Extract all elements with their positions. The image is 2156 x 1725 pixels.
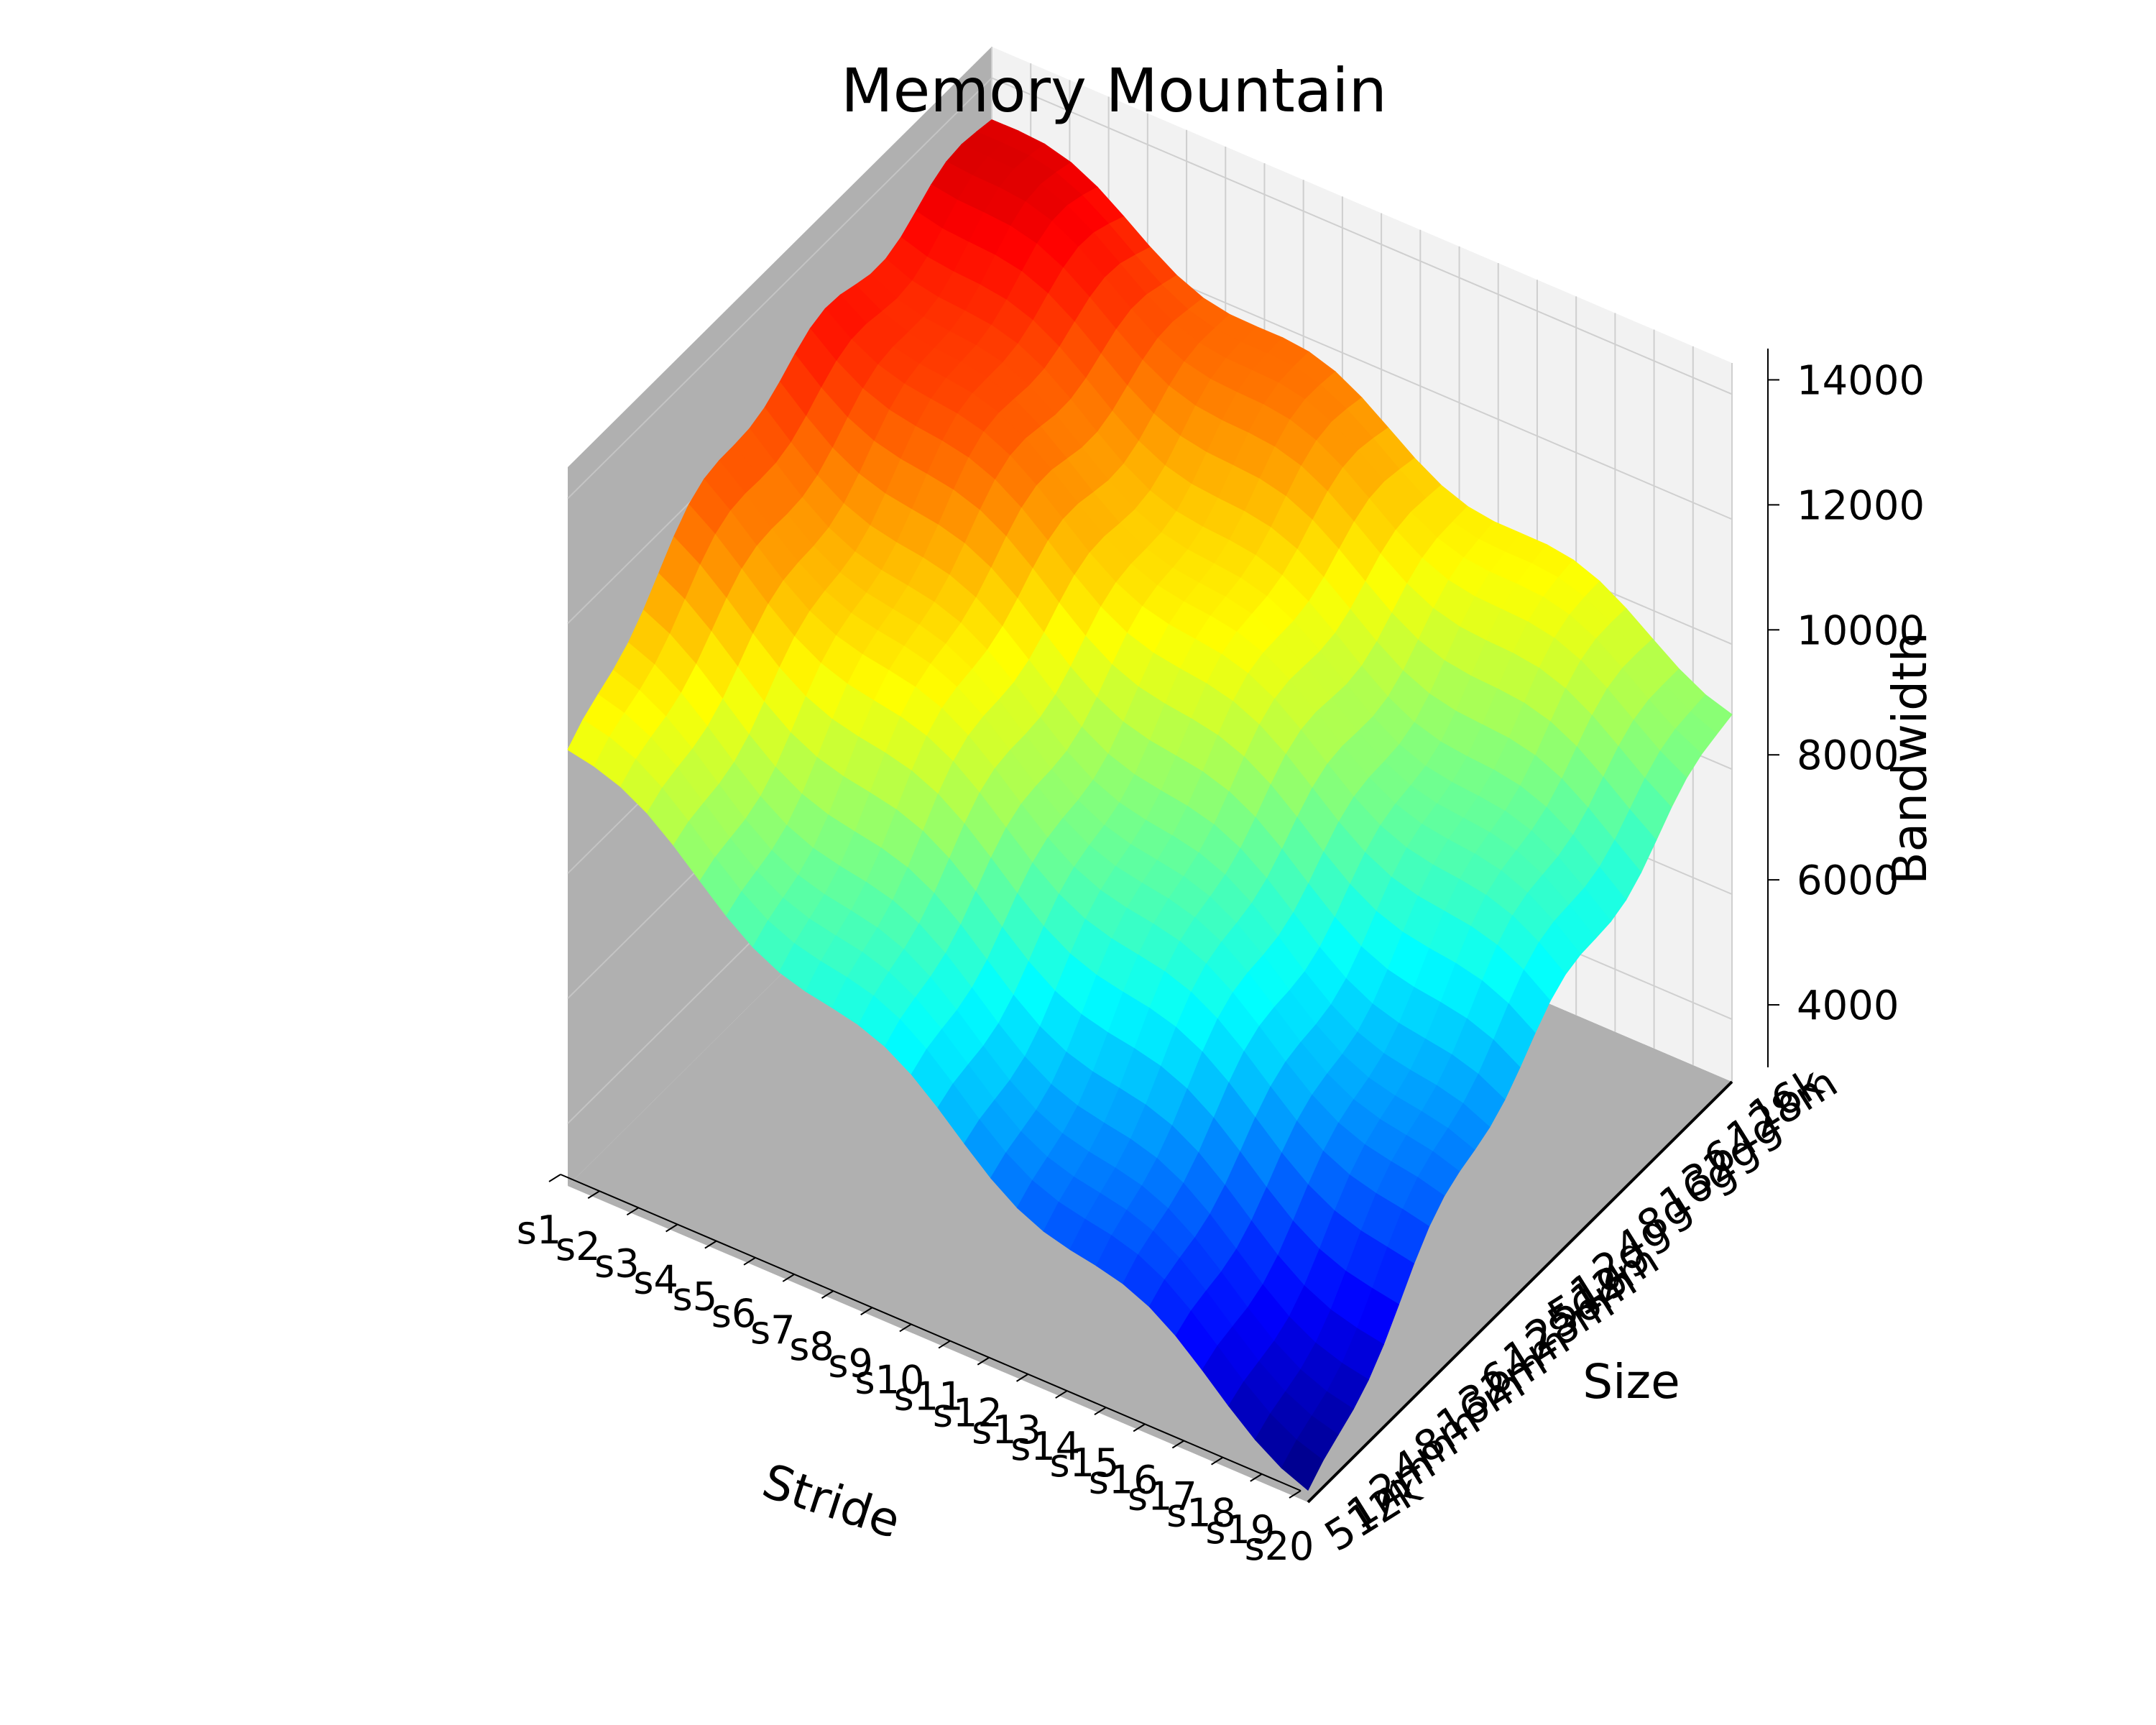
surface-patch — [1281, 1439, 1324, 1491]
x-tick-mark — [860, 1307, 873, 1316]
x-tick-mark — [821, 1290, 834, 1299]
x-tick-mark — [938, 1340, 951, 1349]
x-tick-label: s16 — [1089, 1457, 1158, 1502]
x-tick-mark — [1055, 1390, 1068, 1399]
x-tick-label: s9 — [828, 1340, 873, 1386]
tick-labels: s1s2s3s4s5s6s7s8s9s10s11s12s13s14s15s16s… — [517, 357, 1925, 1569]
x-tick-label: s7 — [750, 1307, 796, 1353]
x-tick-label: s14 — [1010, 1424, 1080, 1469]
x-tick-label: s11 — [894, 1374, 964, 1420]
x-tick-mark — [704, 1240, 717, 1249]
x-tick-label: s15 — [1050, 1440, 1120, 1486]
x-tick-label: s13 — [972, 1407, 1041, 1453]
x-tick-label: s18 — [1166, 1491, 1236, 1536]
z-tick-label: 8000 — [1797, 732, 1899, 779]
x-tick-label: s2 — [556, 1224, 601, 1269]
x-tick-mark — [1171, 1440, 1184, 1449]
x-tick-mark — [587, 1190, 600, 1200]
surface-mesh — [567, 119, 1733, 1491]
x-tick-label: s12 — [933, 1391, 1003, 1436]
x-tick-mark — [899, 1323, 912, 1333]
z-tick-label: 12000 — [1797, 482, 1925, 529]
z-tick-label: 4000 — [1797, 983, 1899, 1029]
x-tick-label: s6 — [711, 1291, 757, 1336]
x-tick-mark — [1211, 1456, 1224, 1466]
x-tick-mark — [1015, 1374, 1029, 1382]
x-tick-label: s20 — [1245, 1524, 1314, 1569]
axis-lines — [560, 349, 1769, 1504]
chart-title: Memory Mountain — [841, 55, 1387, 126]
x-tick-mark — [1094, 1407, 1107, 1416]
x-tick-mark — [665, 1223, 678, 1233]
z-tick-label: 10000 — [1797, 607, 1925, 654]
x-tick-label: s1 — [517, 1208, 562, 1253]
x-tick-label: s4 — [633, 1257, 678, 1302]
z-tick-label: 6000 — [1797, 857, 1899, 904]
x-tick-mark — [1133, 1423, 1146, 1432]
x-axis-line — [560, 1174, 1302, 1491]
x-tick-label: s17 — [1128, 1474, 1197, 1519]
x-tick-label: s3 — [594, 1241, 640, 1286]
x-tick-label: s8 — [789, 1324, 834, 1369]
grid-line — [991, 77, 1733, 395]
y-axis-line — [1307, 1080, 1733, 1504]
z-axis-label: Bandwidth — [1882, 632, 1938, 884]
x-tick-mark — [626, 1207, 639, 1216]
x-tick-label: s19 — [1205, 1507, 1275, 1552]
x-tick-label: s10 — [854, 1357, 924, 1402]
x-tick-mark — [782, 1274, 795, 1282]
grid-line — [567, 77, 992, 500]
x-tick-mark — [743, 1256, 756, 1266]
x-tick-label: s5 — [673, 1274, 718, 1320]
x-tick-mark — [1250, 1473, 1263, 1482]
x-tick-mark — [548, 1174, 561, 1182]
x-axis-label: Stride — [756, 1453, 907, 1550]
z-tick-label: 14000 — [1797, 357, 1925, 404]
x-tick-mark — [977, 1356, 990, 1366]
x-tick-mark — [1289, 1490, 1302, 1499]
y-axis-label: Size — [1583, 1354, 1680, 1409]
